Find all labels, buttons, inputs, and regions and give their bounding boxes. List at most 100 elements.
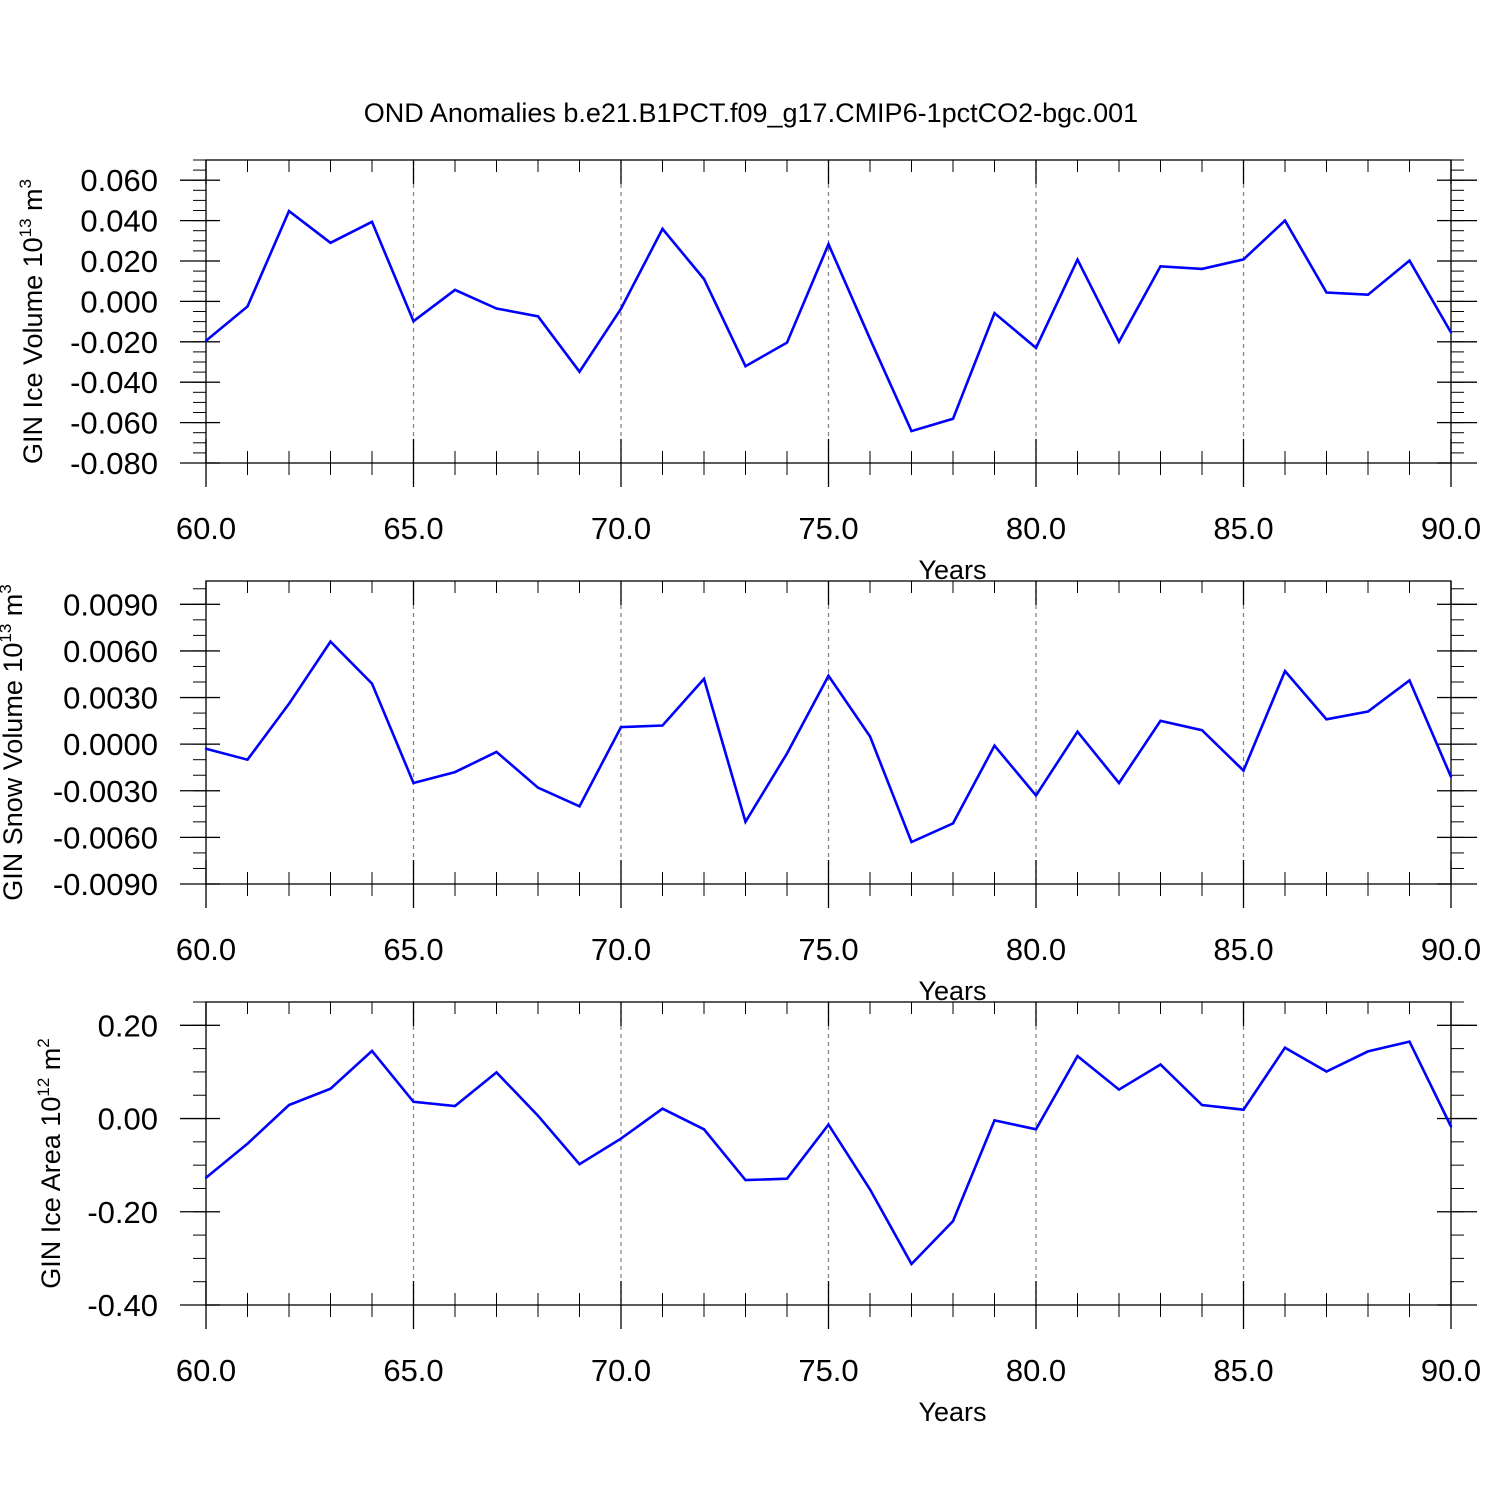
x-tick-label: 75.0 bbox=[798, 932, 858, 967]
data-point bbox=[661, 724, 664, 727]
data-point bbox=[827, 674, 830, 677]
data-point bbox=[1283, 669, 1287, 673]
panel-2: -0.0090 -0.0060 -0.0030 0.0000 0.0030 0.0060 0… bbox=[0, 580, 1481, 1006]
data-point bbox=[785, 341, 789, 344]
y-tick-label: 0.20 bbox=[98, 1008, 158, 1043]
data-point bbox=[370, 1049, 374, 1053]
x-tick-label: 65.0 bbox=[383, 932, 443, 967]
x-tick-label: 80.0 bbox=[1006, 1353, 1066, 1388]
x-axis-title: Years bbox=[918, 976, 986, 1006]
data-point bbox=[1076, 730, 1079, 733]
x-tick-label: 80.0 bbox=[1006, 511, 1066, 546]
data-point bbox=[453, 288, 457, 292]
x-tick-label: 70.0 bbox=[591, 1353, 651, 1388]
data-point bbox=[578, 370, 581, 373]
y-tick-label: -0.40 bbox=[87, 1288, 158, 1323]
data-point bbox=[246, 758, 249, 761]
data-point bbox=[1200, 267, 1204, 271]
data-point bbox=[744, 365, 747, 368]
y-tick-label: -0.20 bbox=[87, 1195, 158, 1230]
y-tick-label: -0.0060 bbox=[53, 820, 158, 855]
data-point bbox=[370, 682, 374, 685]
x-tick-label: 70.0 bbox=[591, 511, 651, 546]
x-tick-label: 90.0 bbox=[1421, 1353, 1481, 1388]
x-tick-label: 70.0 bbox=[591, 932, 651, 967]
data-point bbox=[744, 1178, 747, 1182]
data-point bbox=[619, 307, 623, 310]
data-point bbox=[1325, 718, 1328, 721]
data-point bbox=[993, 744, 996, 747]
panel-1: -0.080 -0.060 -0.040 -0.020 0.000 0.020 0.040 0… bbox=[16, 159, 1481, 585]
data-point bbox=[1242, 258, 1245, 261]
data-point bbox=[578, 805, 581, 808]
data-point bbox=[1449, 1125, 1453, 1128]
data-point bbox=[1159, 1063, 1162, 1066]
data-point bbox=[1076, 1054, 1079, 1058]
y-tick-label: 0.0090 bbox=[63, 587, 158, 622]
data-point bbox=[661, 227, 664, 231]
x-tick-label: 60.0 bbox=[176, 932, 236, 967]
y-axis-title: GIN Snow Volume 1013 m3 bbox=[0, 584, 28, 901]
x-tick-label: 65.0 bbox=[383, 1353, 443, 1388]
data-point bbox=[287, 1103, 291, 1107]
data-point bbox=[495, 1071, 498, 1074]
data-point bbox=[702, 277, 706, 281]
data-point bbox=[1283, 219, 1287, 222]
x-tick-label: 85.0 bbox=[1213, 511, 1273, 546]
data-point bbox=[1159, 719, 1162, 723]
data-point bbox=[329, 241, 332, 245]
y-tick-label: 0.0060 bbox=[63, 634, 158, 669]
data-point bbox=[868, 1188, 872, 1191]
data-point bbox=[578, 1163, 581, 1166]
y-tick-label: 0.0030 bbox=[63, 681, 158, 716]
data-point bbox=[785, 1177, 789, 1180]
y-tick-label: -0.020 bbox=[70, 325, 158, 360]
data-point bbox=[287, 209, 291, 213]
data-point bbox=[1200, 1103, 1204, 1107]
data-point bbox=[370, 220, 374, 224]
data-point bbox=[1366, 293, 1370, 296]
x-tick-label: 65.0 bbox=[383, 511, 443, 546]
y-tick-label: 0.00 bbox=[98, 1102, 158, 1137]
data-point bbox=[329, 1087, 332, 1090]
data-point bbox=[1449, 775, 1453, 778]
data-point bbox=[951, 417, 955, 420]
panel-3: -0.40 -0.20 0.00 0.20 60.0 65.0 70.0 75.0 80.0 85… bbox=[34, 1001, 1481, 1427]
data-point bbox=[910, 1262, 913, 1266]
data-point bbox=[1034, 1128, 1038, 1131]
data-point bbox=[536, 786, 540, 789]
y-tick-label: -0.0090 bbox=[53, 867, 158, 902]
data-point bbox=[1200, 728, 1204, 732]
data-point bbox=[827, 243, 830, 246]
x-tick-label: 85.0 bbox=[1213, 1353, 1273, 1388]
x-axis-title: Years bbox=[918, 555, 986, 585]
data-point bbox=[619, 725, 623, 729]
y-tick-label: -0.040 bbox=[70, 365, 158, 400]
data-point bbox=[702, 1128, 706, 1131]
data-point bbox=[329, 640, 332, 643]
data-point bbox=[1034, 346, 1038, 350]
y-tick-label: 0.060 bbox=[80, 163, 158, 198]
data-point bbox=[702, 677, 706, 681]
chart-panels: -0.080 -0.060 -0.040 -0.020 0.000 0.020 0.040 0… bbox=[0, 159, 1481, 1427]
data-point bbox=[1449, 331, 1453, 334]
data-point bbox=[868, 735, 872, 738]
data-point bbox=[495, 307, 498, 310]
data-point bbox=[287, 702, 291, 705]
data-point bbox=[1117, 781, 1121, 785]
y-tick-label: 0.0000 bbox=[63, 727, 158, 762]
data-point bbox=[993, 311, 996, 315]
data-point bbox=[1408, 679, 1411, 682]
x-tick-label: 80.0 bbox=[1006, 932, 1066, 967]
data-point bbox=[412, 319, 415, 323]
data-point bbox=[661, 1107, 664, 1110]
data-point bbox=[951, 1219, 955, 1223]
data-point bbox=[453, 1104, 457, 1108]
data-point bbox=[1325, 291, 1328, 294]
x-axis-title: Years bbox=[918, 1397, 986, 1427]
data-point bbox=[1408, 1040, 1411, 1043]
data-point bbox=[993, 1119, 996, 1122]
data-point bbox=[453, 770, 457, 774]
data-point bbox=[536, 1114, 540, 1117]
y-tick-label: 0.040 bbox=[80, 204, 158, 239]
